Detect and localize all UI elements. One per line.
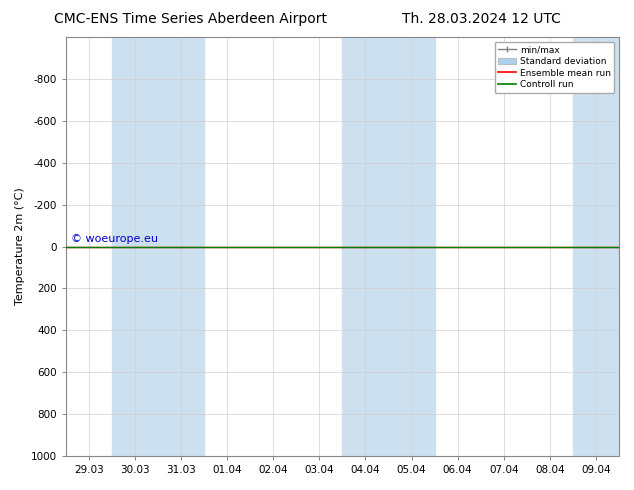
Legend: min/max, Standard deviation, Ensemble mean run, Controll run: min/max, Standard deviation, Ensemble me… (495, 42, 614, 93)
Text: CMC-ENS Time Series Aberdeen Airport: CMC-ENS Time Series Aberdeen Airport (54, 12, 327, 26)
Y-axis label: Temperature 2m (°C): Temperature 2m (°C) (15, 188, 25, 305)
Text: Th. 28.03.2024 12 UTC: Th. 28.03.2024 12 UTC (403, 12, 561, 26)
Bar (342, 37, 434, 456)
Bar (112, 37, 204, 456)
Bar (573, 37, 619, 456)
Text: © woeurope.eu: © woeurope.eu (71, 234, 158, 244)
